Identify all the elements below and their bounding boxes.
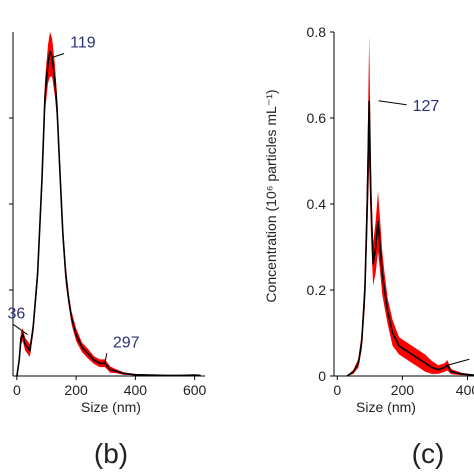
panel-c-annotation-leader [378, 100, 407, 106]
panel-b-line-0 [16, 50, 201, 377]
panel-b-x-ticks: 0 200 400 600 [13, 376, 207, 398]
panel-b-annotation-leader [104, 353, 108, 364]
panel-c-band-0 [347, 36, 474, 377]
panel-c-x-tick-label: 0 [333, 382, 341, 398]
panel-c-y-tick-label: 0.2 [307, 282, 327, 298]
panel-c-y-axis-title: Concentration (10⁶ particles mL⁻¹) [263, 89, 279, 302]
panel-c-y-tick-label: 0.8 [307, 24, 327, 40]
panel-c: 0 0.2 0.4 0.6 0.8 0 200 400 127338 Concentrati… [263, 24, 474, 469]
panel-c-x-tick-label: 200 [391, 382, 415, 398]
panel-b-x-axis-title: Size (nm) [81, 399, 141, 415]
panel-b-x-tick-label: 400 [124, 382, 148, 398]
panel-c-y-tick-label: 0.4 [307, 196, 327, 212]
panel-c-y-ticks: 0 0.2 0.4 0.6 0.8 [307, 24, 334, 384]
panel-c-line-0 [346, 100, 474, 377]
panel-b-annotation-label: 36 [8, 306, 26, 323]
panel-c-series [346, 100, 474, 377]
panel-b-label: (b) [94, 438, 128, 469]
panel-b-y-ticks [9, 117, 13, 291]
panel-b-series [16, 50, 201, 377]
panel-b-annotation-label: 297 [113, 334, 140, 351]
panel-b-band-0 [16, 32, 201, 376]
panel-c-label: (c) [412, 438, 445, 469]
panel-c-annotations: 127338 [378, 98, 470, 366]
panel-b-annotation-label: 119 [70, 34, 96, 51]
panel-c-y-tick-label: 0 [318, 368, 326, 384]
panel-b-annotation-leader [51, 53, 65, 58]
panel-b-annotations: 119 36 297 [8, 34, 140, 364]
panel-c-x-tick-label: 400 [456, 382, 474, 398]
panel-b: 0 200 400 600 119 36 297 Size (nm) (b) [8, 32, 207, 469]
panel-c-confidence-band [347, 36, 474, 377]
panel-c-annotation-label: 127 [413, 98, 440, 115]
panel-b-x-tick-label: 200 [64, 382, 88, 398]
panel-c-x-ticks: 0 200 400 [333, 376, 474, 398]
panel-c-annotation-leader [447, 358, 470, 366]
panel-b-x-tick-label: 600 [183, 382, 207, 398]
panel-b-x-tick-label: 0 [13, 382, 21, 398]
panel-b-annotation-leader [13, 324, 28, 335]
panel-b-confidence-band [16, 32, 201, 376]
panel-c-y-tick-label: 0.6 [307, 110, 327, 126]
panel-c-x-axis-title: Size (nm) [356, 399, 416, 415]
